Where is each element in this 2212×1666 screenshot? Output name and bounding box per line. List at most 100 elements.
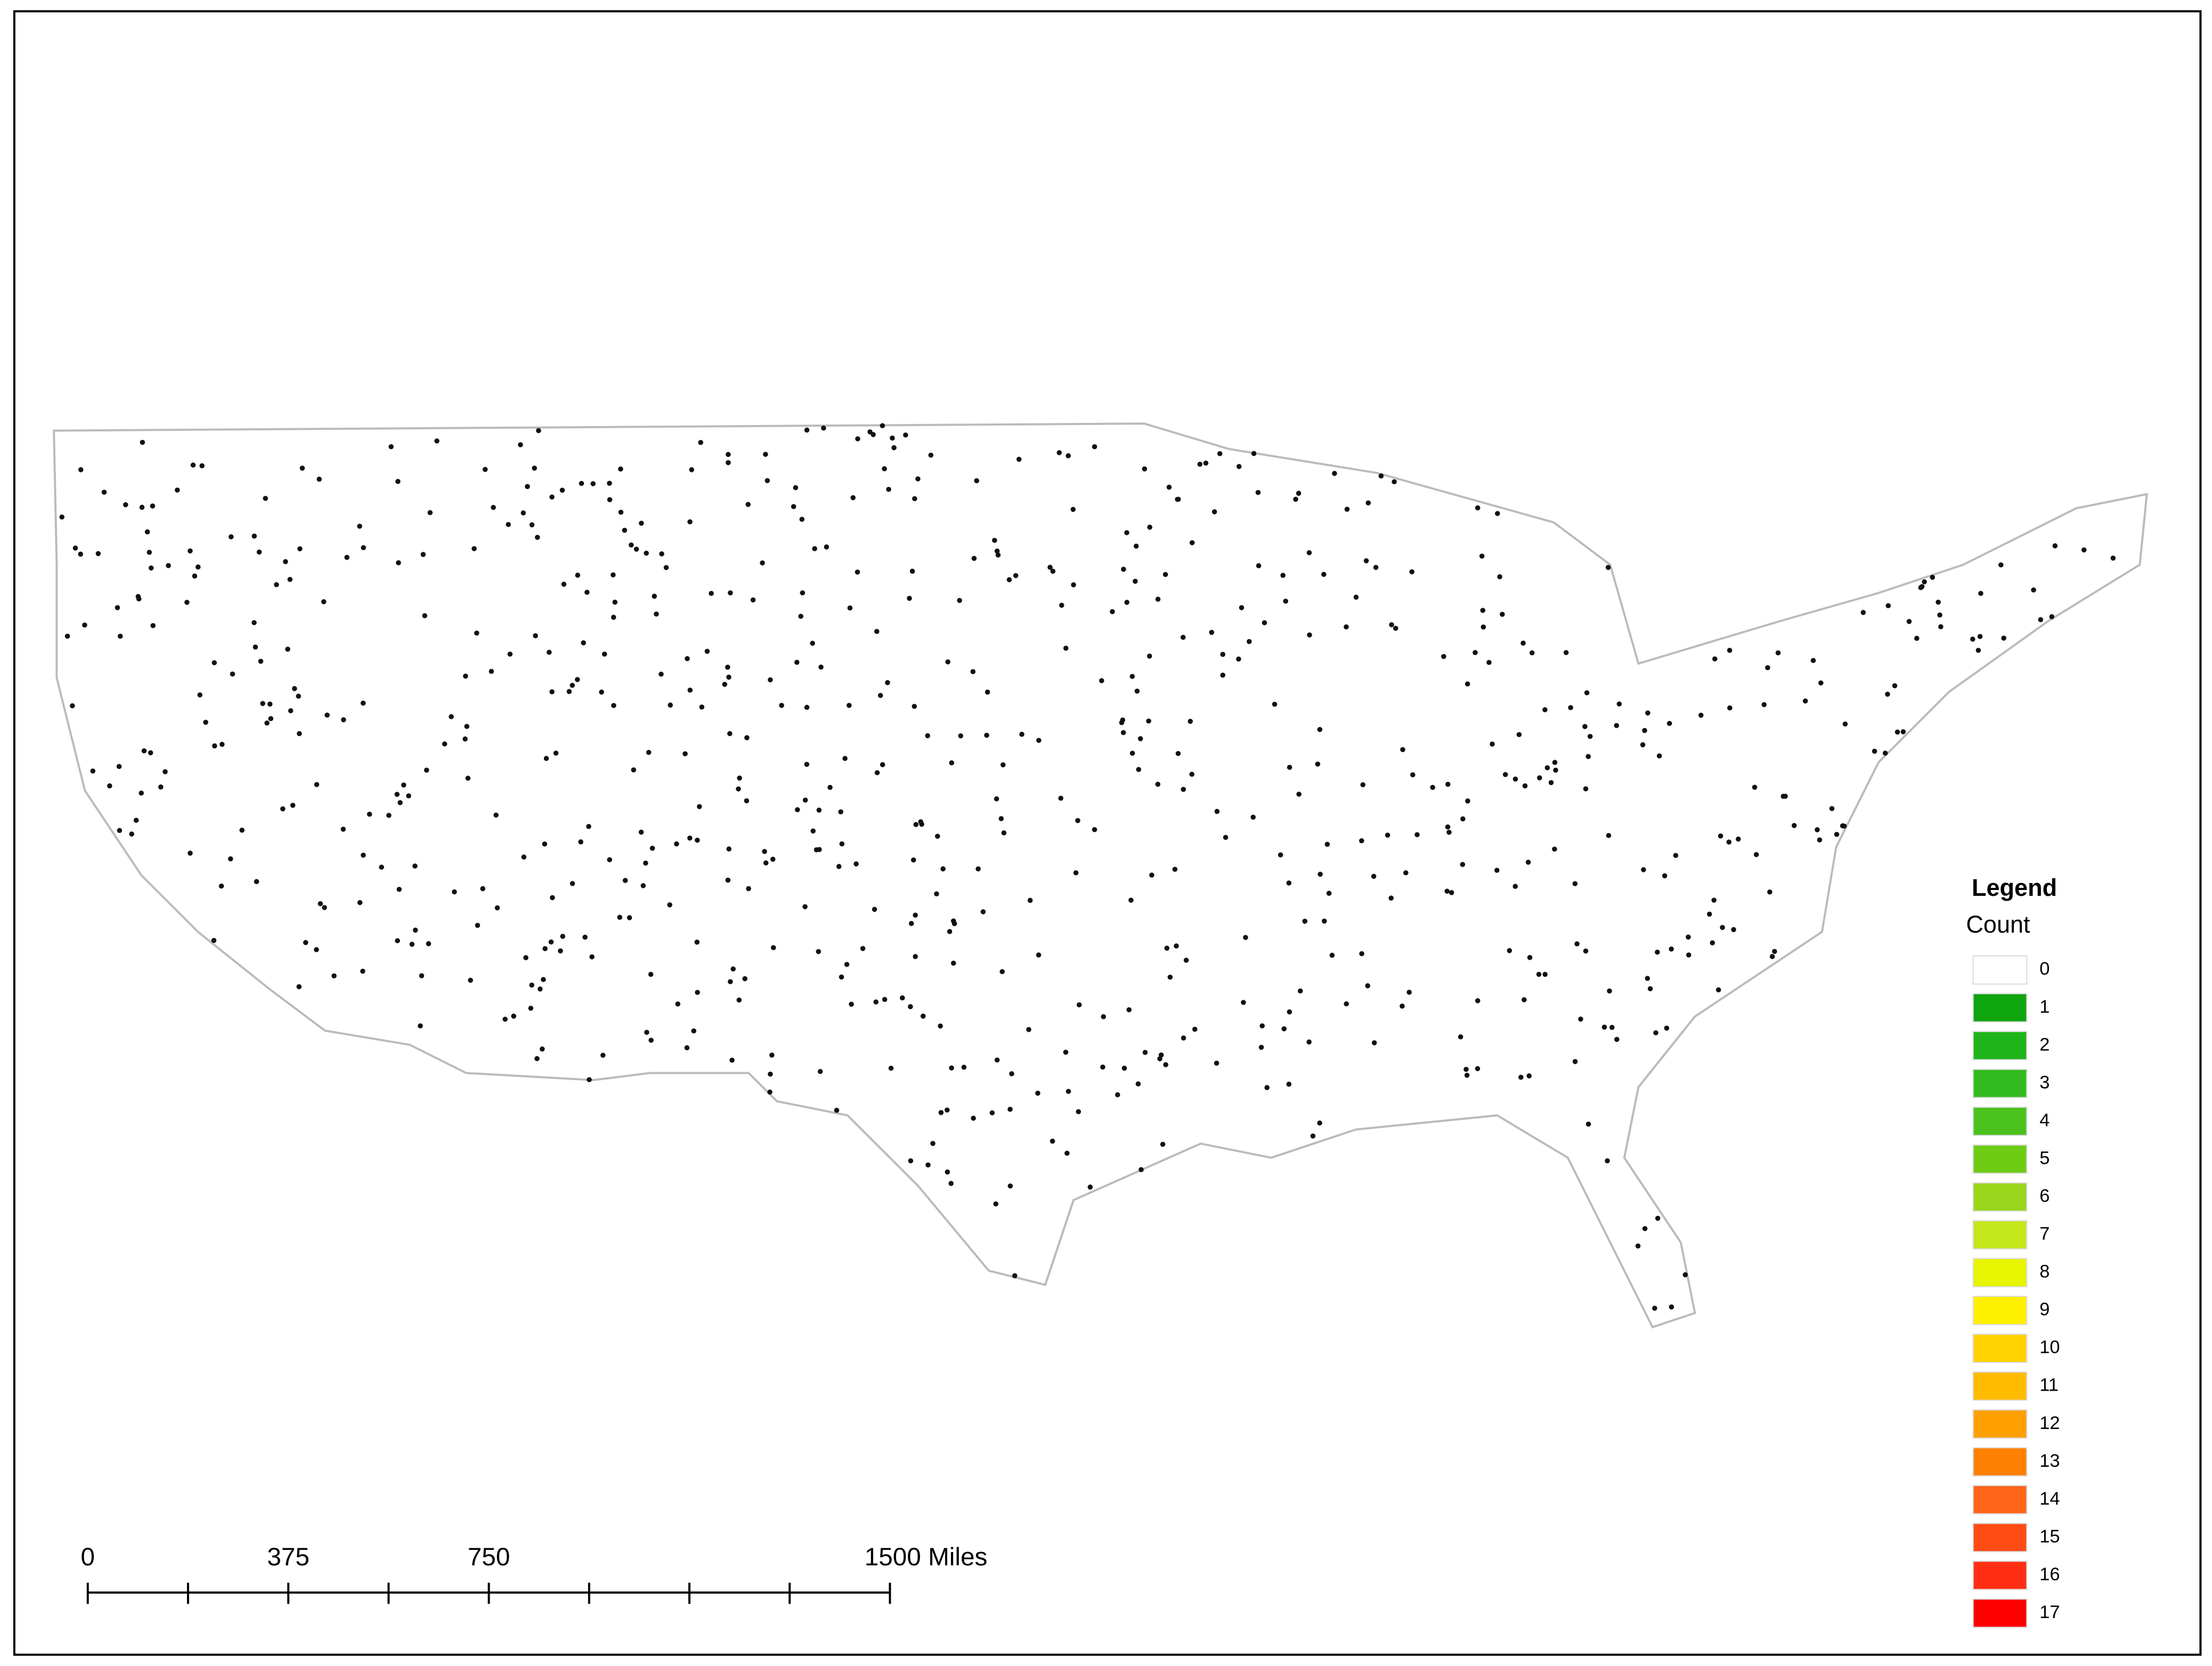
incident-point [379,864,384,870]
incident-point [2001,635,2006,641]
incident-point [947,929,953,934]
incident-point [652,593,657,599]
incident-point [762,848,767,854]
incident-point [462,736,468,742]
incident-point [985,689,990,695]
incident-point [426,941,432,946]
incident-point [258,658,264,664]
incident-point [1162,571,1168,577]
incident-point [872,907,877,912]
incident-point [903,432,908,438]
incident-point [1063,1049,1069,1055]
incident-point [1536,971,1542,977]
legend-swatch [1972,1598,2028,1628]
incident-point [659,551,664,557]
incident-point [388,444,394,450]
incident-point [1239,605,1245,610]
incident-point [725,665,730,670]
incident-point [765,478,770,484]
legend-label: 7 [2039,1224,2050,1244]
incident-point [633,546,639,552]
incident-point [1392,479,1397,485]
incident-point [1614,1036,1620,1042]
incident-point [148,565,154,571]
incident-point [493,812,499,818]
incident-point [533,633,538,639]
scale-label: 375 [267,1543,310,1571]
incident-point [804,762,810,767]
incident-point [949,760,955,766]
incident-point [1542,707,1548,713]
incident-point [211,937,217,943]
incident-point [1585,1121,1591,1127]
incident-point [1183,958,1189,963]
incident-point [1009,1071,1014,1076]
incident-point [1502,772,1508,778]
incident-point [744,798,750,804]
incident-point [575,573,581,578]
incident-point [1761,702,1767,707]
incident-point [296,984,302,990]
incident-point [575,677,580,682]
incident-point [1189,540,1195,545]
incident-point [219,741,225,747]
incident-point [1121,567,1126,572]
incident-point [1572,881,1578,886]
incident-point [589,954,595,960]
incident-point [1587,733,1593,739]
incident-point [212,743,217,749]
incident-point [957,598,962,603]
legend-label: 9 [2039,1300,2050,1320]
incident-point [2052,543,2058,549]
incident-point [1525,860,1531,865]
incident-point [70,703,75,708]
incident-point [1578,1016,1583,1022]
incident-point [1885,691,1890,697]
incident-point [227,856,233,862]
legend-label: 4 [2039,1110,2050,1130]
incident-point [1585,754,1591,760]
incident-point [1475,998,1481,1003]
incident-point [1647,986,1653,992]
incident-point [452,889,457,895]
incident-point [1490,741,1495,747]
incident-point [744,735,750,740]
incident-point [140,439,145,445]
incident-point [133,818,139,823]
incident-point [1155,597,1161,602]
incident-point [912,704,917,709]
incident-point [945,1107,950,1113]
incident-point [434,438,440,444]
incident-point [449,714,454,720]
incident-point [1243,935,1248,940]
incident-point [361,852,366,858]
incident-point [684,1045,690,1050]
incident-point [292,686,297,691]
incident-point [1007,1106,1013,1112]
incident-point [1172,867,1178,872]
incident-point [475,922,481,928]
incident-point [1121,1065,1127,1071]
incident-point [1834,831,1840,837]
incident-point [1497,574,1502,579]
incident-point [907,595,912,601]
incident-point [940,866,946,872]
incident-point [934,891,939,897]
incident-point [162,769,168,774]
incident-point [1236,656,1241,662]
incident-point [601,651,607,657]
incident-point [726,674,731,680]
incident-point [1475,1066,1481,1072]
incident-point [980,909,986,914]
incident-point [913,822,918,827]
incident-point [263,495,268,501]
legend-swatch [1972,955,2028,985]
incident-point [1885,603,1891,608]
incident-point [1101,1014,1106,1019]
incident-point [1188,718,1193,724]
legend-swatch [1972,1106,2028,1136]
incident-point [1138,1167,1144,1172]
incident-point [82,622,87,628]
incident-point [1129,750,1135,756]
incident-point [1664,1025,1670,1031]
